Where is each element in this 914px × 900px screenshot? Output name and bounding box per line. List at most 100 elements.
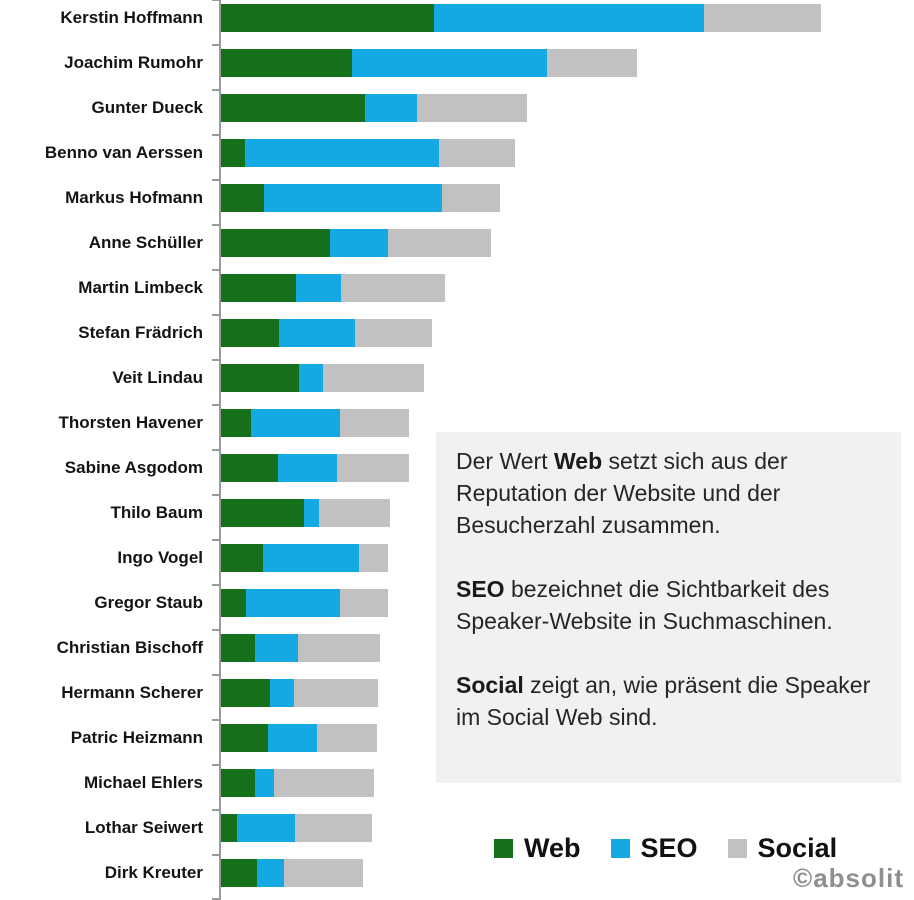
stacked-bar	[221, 499, 390, 527]
social-segment	[298, 634, 380, 662]
legend-item-seo: SEO	[610, 833, 698, 864]
bar-row: Thilo Baum	[0, 494, 914, 540]
category-label: Thorsten Havener	[58, 413, 203, 432]
stacked-bar	[221, 769, 374, 797]
bar-row: Veit Lindau	[0, 359, 914, 405]
web-segment	[221, 634, 255, 662]
bar-row: Thorsten Havener	[0, 404, 914, 450]
annotation-box: Der Wert Web setzt sich aus der Reputati…	[436, 432, 901, 783]
stacked-bar	[221, 94, 527, 122]
plot-area	[212, 179, 914, 225]
seo-segment	[279, 319, 355, 347]
watermark: ©absolit	[793, 863, 904, 893]
bar-row: Gregor Staub	[0, 584, 914, 630]
web-segment	[221, 364, 299, 392]
seo-segment	[237, 814, 295, 842]
plot-area	[212, 404, 914, 450]
annotation-paragraph: Social zeigt an, wie präsent die Speaker…	[456, 672, 871, 730]
social-segment	[388, 229, 491, 257]
web-segment	[221, 4, 434, 32]
category-label: Gregor Staub	[94, 593, 203, 612]
category-label: Christian Bischoff	[56, 638, 203, 657]
social-segment	[442, 184, 500, 212]
seo-segment	[299, 364, 323, 392]
stacked-bar	[221, 814, 372, 842]
bar-row: Lothar Seiwert	[0, 809, 914, 855]
plot-area	[212, 809, 914, 855]
plot-area	[212, 44, 914, 90]
web-segment	[221, 94, 365, 122]
stacked-bar	[221, 229, 491, 257]
plot-area	[212, 0, 914, 45]
social-segment	[704, 4, 821, 32]
social-segment	[547, 49, 637, 77]
seo-segment	[264, 184, 442, 212]
bar-row: Dirk Kreuter	[0, 854, 914, 900]
seo-segment	[330, 229, 388, 257]
seo-segment	[365, 94, 417, 122]
plot-area	[212, 539, 914, 585]
social-segment	[417, 94, 527, 122]
category-label: Kerstin Hoffmann	[60, 8, 203, 27]
category-label: Martin Limbeck	[78, 278, 203, 297]
category-label: Ingo Vogel	[117, 548, 203, 567]
plot-area	[212, 674, 914, 720]
bar-row: Kerstin Hoffmann	[0, 0, 914, 45]
web-segment	[221, 229, 330, 257]
category-label: Veit Lindau	[112, 368, 203, 387]
plot-area	[212, 89, 914, 135]
legend-label: Web	[524, 833, 581, 863]
stacked-bar	[221, 454, 409, 482]
plot-area	[212, 854, 914, 900]
legend-swatch	[494, 839, 513, 858]
social-segment	[294, 679, 378, 707]
social-segment	[355, 319, 432, 347]
web-segment	[221, 274, 296, 302]
web-segment	[221, 409, 251, 437]
web-segment	[221, 319, 279, 347]
stacked-bar	[221, 184, 500, 212]
category-label: Hermann Scherer	[61, 683, 203, 702]
seo-segment	[263, 544, 359, 572]
category-label: Markus Hofmann	[65, 188, 203, 207]
legend-label: SEO	[640, 833, 698, 863]
seo-segment	[278, 454, 337, 482]
plot-area	[212, 719, 914, 765]
category-label: Dirk Kreuter	[104, 863, 203, 882]
social-segment	[439, 139, 515, 167]
social-segment	[340, 409, 409, 437]
plot-area	[212, 224, 914, 270]
seo-segment	[251, 409, 340, 437]
legend-item-social: Social	[727, 833, 838, 864]
seo-segment	[296, 274, 341, 302]
category-label: Stefan Frädrich	[78, 323, 203, 342]
plot-area	[212, 764, 914, 810]
bar-row: Michael Ehlers	[0, 764, 914, 810]
stacked-bar	[221, 139, 515, 167]
social-segment	[341, 274, 445, 302]
web-segment	[221, 544, 263, 572]
stacked-bar	[221, 274, 445, 302]
category-label: Anne Schüller	[88, 233, 203, 252]
plot-area	[212, 584, 914, 630]
legend-label: Social	[757, 833, 838, 863]
category-label: Thilo Baum	[110, 503, 203, 522]
annotation-paragraph: Der Wert Web setzt sich aus der Reputati…	[456, 448, 788, 538]
legend-swatch	[610, 839, 630, 858]
web-segment	[221, 454, 278, 482]
bar-row: Sabine Asgodom	[0, 449, 914, 495]
social-segment	[323, 364, 424, 392]
category-label: Patric Heizmann	[70, 728, 203, 747]
seo-segment	[268, 724, 317, 752]
plot-area	[212, 449, 914, 495]
bar-row: Anne Schüller	[0, 224, 914, 270]
seo-segment	[245, 139, 439, 167]
stacked-bar	[221, 409, 409, 437]
plot-area	[212, 494, 914, 540]
bar-row: Patric Heizmann	[0, 719, 914, 765]
seo-segment	[434, 4, 704, 32]
category-label: Lothar Seiwert	[84, 818, 203, 837]
category-label: Joachim Rumohr	[64, 53, 203, 72]
seo-segment	[255, 634, 298, 662]
